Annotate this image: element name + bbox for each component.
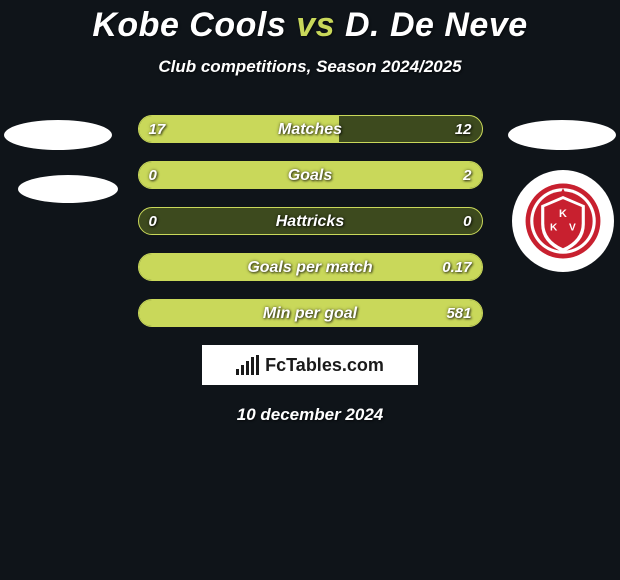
player2-name: D. De Neve: [345, 6, 528, 44]
stat-row: Min per goal581: [138, 299, 483, 327]
stat-rows: Matches1712Goals02Hattricks00Goals per m…: [0, 115, 620, 327]
stat-value-right: 2: [463, 162, 471, 188]
stat-label: Hattricks: [139, 208, 482, 234]
vs-label: vs: [296, 6, 335, 44]
stat-label: Goals: [139, 162, 482, 188]
page-title: Kobe Cools vs D. De Neve: [0, 0, 620, 45]
source-logo: FcTables.com: [202, 345, 418, 385]
stat-value-left: 0: [149, 208, 157, 234]
stat-label: Matches: [139, 116, 482, 142]
source-name: FcTables.com: [265, 355, 384, 376]
stat-value-right: 0: [463, 208, 471, 234]
stat-row: Matches17 12: [138, 115, 483, 143]
stat-value-right: 0.17: [442, 254, 471, 280]
stat-value-left: 0: [149, 162, 157, 188]
player1-name: Kobe Cools: [92, 6, 286, 44]
stat-label: Goals per match: [139, 254, 482, 280]
stat-row: Goals0 2: [138, 161, 483, 189]
stat-value-right: 581: [446, 300, 471, 326]
snapshot-date: 10 december 2024: [0, 405, 620, 425]
stat-row: Hattricks0 0: [138, 207, 483, 235]
subtitle: Club competitions, Season 2024/2025: [0, 57, 620, 77]
stat-row: Goals per match0.17: [138, 253, 483, 281]
bars-icon: [236, 355, 259, 375]
stat-label: Min per goal: [139, 300, 482, 326]
stat-value-left: 17: [149, 116, 166, 142]
stat-value-right: 12: [455, 116, 472, 142]
